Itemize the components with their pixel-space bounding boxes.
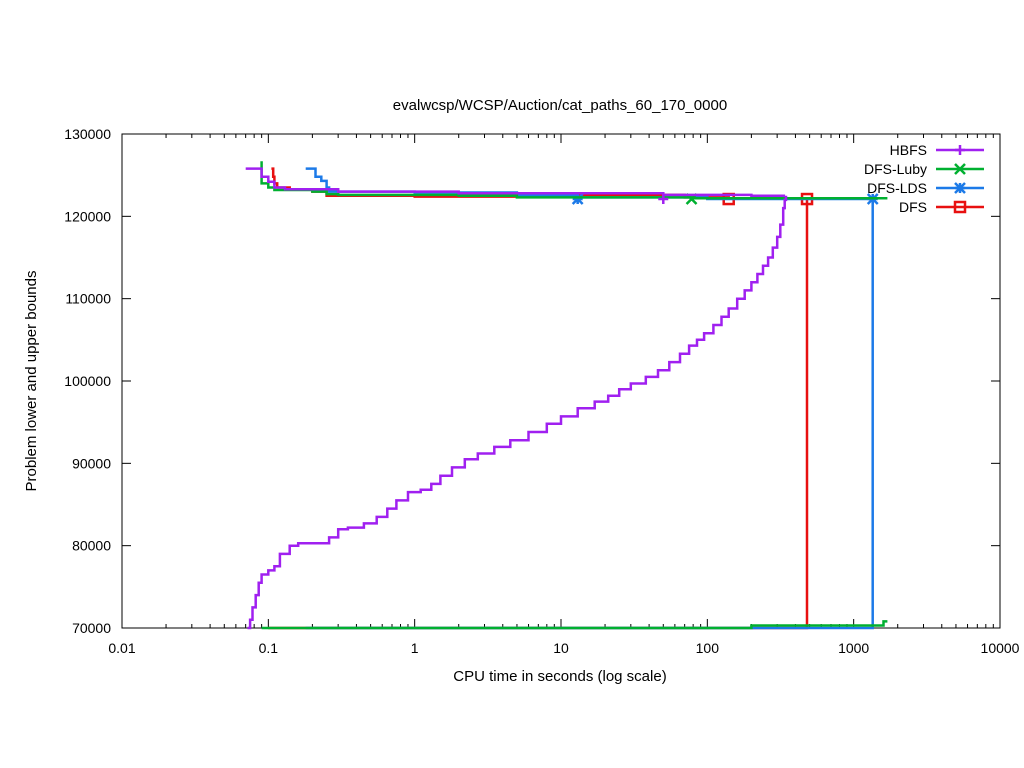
series-hbfs bbox=[245, 167, 788, 630]
legend-label: DFS-Luby bbox=[864, 161, 927, 177]
series-dfs bbox=[268, 167, 814, 630]
plot-frame bbox=[121, 133, 1001, 629]
y-tick-label: 110000 bbox=[65, 291, 111, 307]
data-point bbox=[954, 182, 966, 194]
series-layer bbox=[245, 161, 888, 630]
y-tick-label: 120000 bbox=[64, 208, 111, 224]
x-axis-label: CPU time in seconds (log scale) bbox=[453, 668, 666, 685]
legend-label: HBFS bbox=[890, 142, 927, 158]
data-point bbox=[658, 194, 669, 205]
legend-item-dfs: DFS bbox=[899, 199, 984, 215]
legend-item-dfs-lds: DFS-LDS bbox=[867, 180, 984, 196]
y-tick-label: 70000 bbox=[72, 620, 111, 636]
lower-bound-line bbox=[268, 199, 809, 630]
chart-title: evalwcsp/WCSP/Auction/cat_paths_60_170_0… bbox=[393, 97, 727, 114]
y-axis-label: Problem lower and upper bounds bbox=[23, 271, 40, 492]
y-tick-label: 130000 bbox=[64, 126, 111, 142]
y-tick-label: 90000 bbox=[72, 455, 111, 471]
data-point bbox=[954, 163, 966, 175]
legend-label: DFS-LDS bbox=[867, 180, 927, 196]
x-tick-label: 10000 bbox=[981, 640, 1020, 656]
y-axis: 70000 80000 90000 100000 110000 120000 130000 bbox=[64, 126, 1000, 636]
legend-item-hbfs: HBFS bbox=[890, 142, 984, 158]
lower-bound-line bbox=[305, 199, 874, 630]
data-point bbox=[955, 145, 965, 155]
lower-bound-line bbox=[247, 195, 788, 630]
x-tick-label: 1 bbox=[411, 640, 419, 656]
x-tick-label: 100 bbox=[696, 640, 720, 656]
data-point bbox=[953, 200, 967, 214]
legend-label: DFS bbox=[899, 199, 927, 215]
upper-bound-line bbox=[260, 161, 888, 200]
series-dfs-lds bbox=[305, 167, 879, 630]
x-axis: 0.01 0.1 1 10 100 1000 10000 bbox=[108, 134, 1020, 656]
x-tick-label: 10 bbox=[553, 640, 569, 656]
legend-item-dfs-luby: DFS-Luby bbox=[864, 161, 984, 177]
x-tick-label: 0.1 bbox=[259, 640, 279, 656]
series-dfs-luby bbox=[260, 161, 888, 630]
x-tick-label: 1000 bbox=[838, 640, 869, 656]
lower-bound-line bbox=[261, 620, 888, 630]
y-tick-label: 100000 bbox=[64, 373, 111, 389]
data-point bbox=[571, 193, 584, 205]
y-tick-label: 80000 bbox=[72, 538, 111, 554]
legend: HBFS DFS-Luby DFS-LDS DFS bbox=[864, 142, 984, 215]
x-tick-label: 0.01 bbox=[108, 640, 135, 656]
